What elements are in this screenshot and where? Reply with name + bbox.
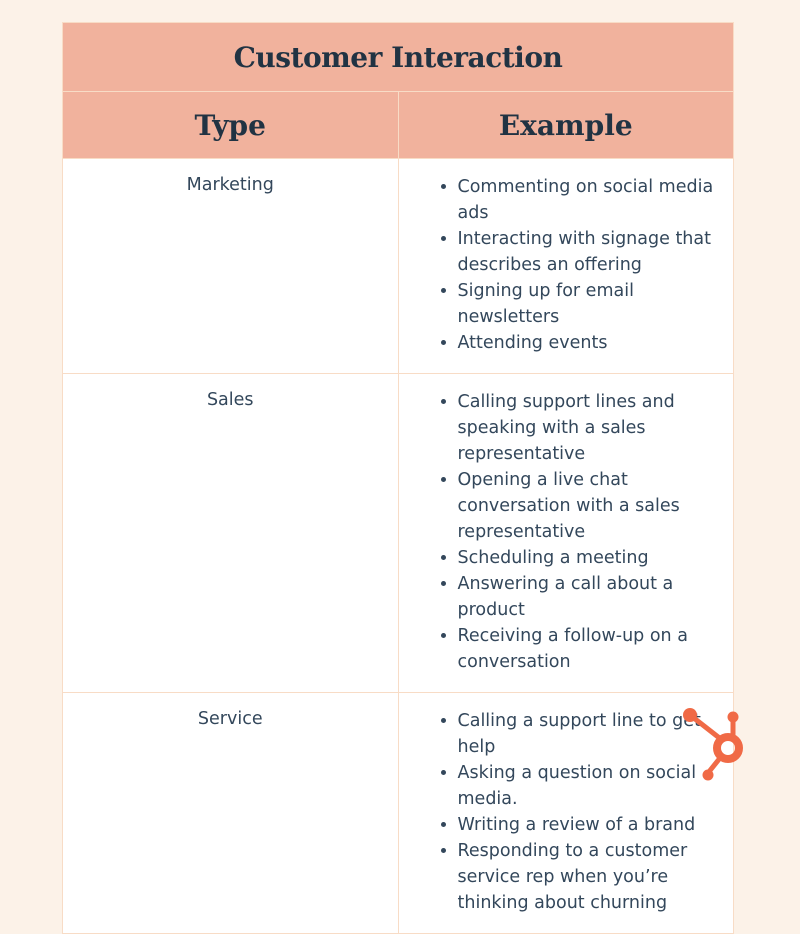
list-item: Receiving a follow-up on a conversation [458,623,733,675]
table-title: Customer Interaction [62,22,734,92]
examples-list: Commenting on social media adsInteractin… [400,174,733,356]
list-item: Signing up for email newsletters [458,278,733,330]
list-item: Interacting with signage that describes … [458,226,733,278]
header-example: Example [397,91,734,159]
hubspot-sprocket-icon [683,708,743,781]
list-item: Answering a call about a product [458,571,733,623]
list-item: Opening a live chat conversation with a … [458,467,733,545]
list-item: Attending events [458,330,733,356]
header-type: Type [62,91,399,159]
type-cell: Service [62,692,399,934]
examples-cell: Calling support lines and speaking with … [397,373,734,693]
list-item: Calling a support line to get help [458,708,733,760]
table-row: Sales Calling support lines and speaking … [62,373,734,693]
list-item: Scheduling a meeting [458,545,733,571]
table-row: Service Calling a support line to get hel… [62,692,734,934]
examples-cell: Commenting on social media adsInteractin… [397,158,734,374]
list-item: Calling support lines and speaking with … [458,389,733,467]
list-item: Writing a review of a brand [458,812,733,838]
type-cell: Sales [62,373,399,693]
examples-list: Calling support lines and speaking with … [400,389,733,675]
customer-interaction-table: Customer Interaction Type Example Marketi… [62,22,734,934]
table-row: MarketingCommenting on social media adsI… [62,158,734,374]
list-item: Commenting on social media ads [458,174,733,226]
list-item: Responding to a customer service rep whe… [458,838,733,916]
type-cell: Marketing [62,158,399,374]
